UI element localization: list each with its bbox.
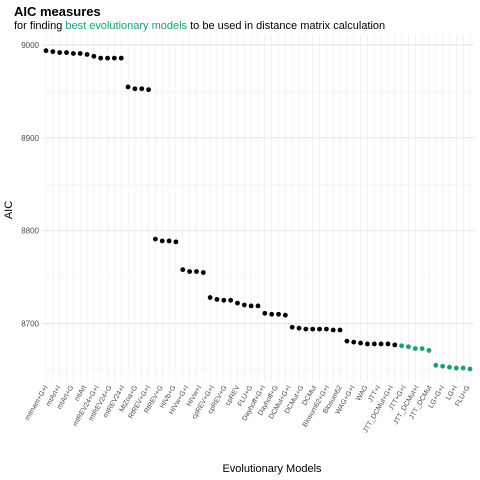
chart-subtitle: for finding best evolutionary models to …: [14, 20, 385, 32]
y-axis-ticks: 8700 8800 8900 9000: [21, 41, 39, 328]
subtitle-highlight: best evolutionary models: [65, 20, 188, 32]
model-point: [118, 55, 124, 61]
x-axis-ticks: mtmam+G+ImtArt+ImtArt+GmtArtmtREV24+G+Im…: [24, 384, 472, 434]
model-point: [269, 311, 275, 317]
model-point: [159, 238, 165, 244]
model-point: [200, 270, 206, 275]
model-point: [50, 49, 56, 55]
model-point: [282, 312, 288, 318]
model-point: [262, 310, 268, 316]
best-model-point: [399, 343, 405, 349]
model-point: [125, 84, 131, 90]
best-model-point: [460, 365, 466, 371]
model-point: [187, 269, 193, 274]
best-model-point: [467, 366, 473, 372]
best-model-point: [433, 362, 439, 368]
model-point: [371, 341, 377, 347]
model-point: [153, 236, 158, 242]
model-point: [323, 326, 329, 332]
model-point: [139, 86, 145, 92]
model-point: [84, 52, 90, 57]
model-point: [255, 303, 261, 309]
model-point: [358, 340, 363, 346]
best-model-point: [453, 365, 459, 371]
model-point: [385, 341, 391, 347]
model-point: [166, 238, 172, 244]
model-point: [351, 339, 357, 345]
model-point: [146, 87, 151, 93]
model-point: [289, 324, 295, 330]
model-point: [296, 325, 302, 331]
model-point: [337, 327, 343, 333]
data-points: [43, 48, 473, 372]
model-point: [392, 342, 398, 348]
subtitle-text-before: for finding: [14, 20, 66, 32]
y-tick-label: 8800: [21, 227, 39, 236]
model-point: [303, 326, 309, 332]
model-point: [64, 50, 69, 55]
best-model-point: [447, 364, 452, 370]
model-point: [105, 55, 110, 61]
model-point: [207, 295, 213, 300]
model-point: [330, 327, 336, 333]
model-point: [57, 50, 63, 55]
model-point: [344, 338, 350, 344]
y-tick-label: 8900: [21, 134, 39, 143]
best-model-point: [412, 346, 418, 351]
grid: [42, 34, 474, 382]
model-point: [378, 341, 384, 347]
x-axis-title: Evolutionary Models: [222, 463, 322, 475]
model-point: [173, 239, 179, 245]
model-point: [91, 53, 97, 59]
model-point: [248, 303, 254, 309]
y-tick-label: 9000: [21, 41, 39, 50]
model-point: [310, 326, 316, 332]
model-point: [194, 269, 199, 274]
model-point: [214, 297, 220, 302]
subtitle-text-after: to be used in distance matrix calculatio…: [187, 20, 386, 32]
model-point: [365, 341, 370, 347]
model-point: [221, 297, 227, 303]
model-point: [98, 55, 104, 61]
model-point: [235, 300, 240, 306]
model-point: [317, 326, 322, 332]
model-point: [276, 311, 281, 317]
model-point: [180, 267, 186, 273]
model-point: [70, 51, 76, 56]
y-axis-title: AIC: [3, 201, 15, 219]
chart-title: AIC measures: [14, 4, 101, 19]
best-model-point: [406, 344, 411, 350]
best-model-point: [426, 348, 432, 353]
best-model-point: [419, 346, 425, 351]
model-point: [111, 55, 117, 61]
model-point: [241, 302, 247, 308]
model-point: [43, 48, 49, 54]
best-model-point: [440, 363, 446, 369]
model-point: [132, 86, 138, 92]
model-point: [228, 297, 234, 303]
model-point: [77, 51, 83, 56]
y-tick-label: 8700: [21, 320, 39, 329]
